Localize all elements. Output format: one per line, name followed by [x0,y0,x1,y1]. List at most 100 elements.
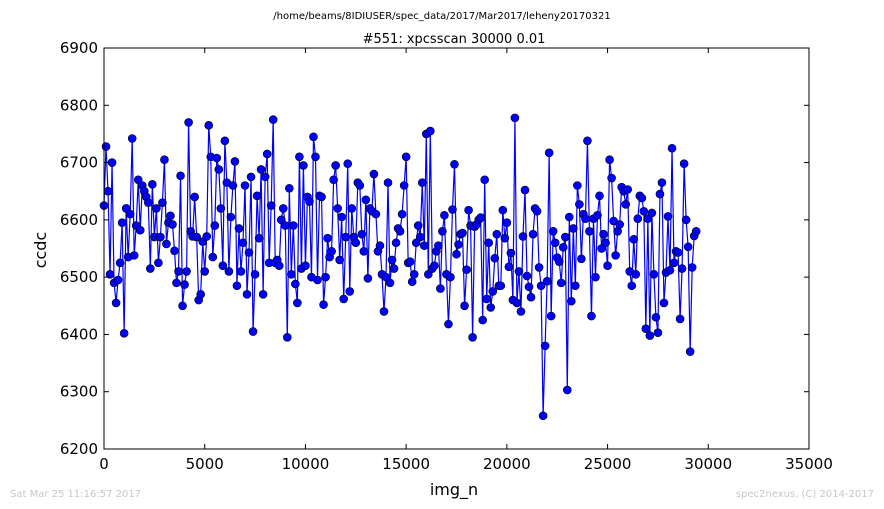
data-point [583,136,592,146]
data-point [361,195,371,205]
data-point [633,214,643,224]
data-point [258,290,268,299]
data-point [274,261,284,270]
data-point [335,255,344,265]
data-point [548,227,558,236]
data-point [413,221,423,230]
data-point [218,261,228,270]
data-point [641,324,651,334]
data-point [536,281,546,291]
data-point [605,155,614,165]
data-point [375,241,385,250]
data-point [518,232,528,241]
data-point [450,159,459,169]
data-point [220,136,230,146]
data-point [397,209,407,219]
x-axis-label: img_n [430,480,478,500]
plot-frame [103,47,810,450]
data-point [280,221,290,230]
data-point [234,224,244,233]
y-tick-label: 6200 [60,440,98,458]
data-point [287,269,296,279]
data-point [663,212,673,221]
data-point [125,209,135,219]
data-point [546,311,556,321]
data-point [262,149,272,159]
data-point [180,280,189,289]
data-point [468,332,477,342]
data-point [107,158,117,167]
data-point [683,242,693,252]
data-point [651,312,661,322]
data-point [266,201,276,210]
data-point [226,212,236,222]
series-layer [99,113,701,421]
data-point [339,294,349,304]
data-point [560,232,570,242]
data-point [419,241,429,250]
data-point [228,181,238,190]
data-point [252,191,262,201]
data-point [504,262,514,272]
data-point [516,307,526,316]
data-point [192,232,201,242]
data-point [569,224,578,233]
data-point [510,113,520,123]
data-point [210,221,220,230]
data-point [430,261,439,270]
data-point [500,233,510,243]
data-point [571,281,580,291]
data-point [554,257,564,266]
data-point [103,186,113,196]
data-point [329,175,338,185]
data-point [224,267,234,276]
data-point [105,269,115,279]
data-point [184,118,193,127]
data-point [512,298,522,308]
data-point [282,332,292,342]
data-point [285,184,294,193]
data-point [534,263,544,272]
data-point [603,261,612,270]
data-point [538,411,548,421]
data-point [657,178,667,187]
data-point [540,341,550,351]
data-point [446,272,455,282]
data-point [168,220,177,229]
data-point [631,269,641,279]
data-point [158,198,167,207]
data-point [355,181,365,190]
data-point [409,269,419,279]
data-point [575,200,584,209]
x-tick-label: 35000 [785,455,833,473]
x-tick-label: 10000 [282,455,330,473]
data-point [615,220,624,229]
y-axis-label: ccdc [31,232,50,269]
data-point [190,192,199,202]
data-point [383,178,393,187]
data-point [115,258,125,268]
data-point [240,181,250,190]
data-point [486,303,496,312]
data-point [295,152,304,162]
y-tick-label: 6600 [60,211,98,229]
data-point [309,132,318,142]
x-tick-label: 5000 [186,455,224,473]
data-point [212,153,222,163]
data-point [520,185,530,195]
data-point [611,251,620,260]
data-point [246,172,256,182]
data-point [528,229,538,239]
data-point [587,311,596,321]
data-point [558,243,568,252]
data-point [333,204,342,213]
data-point [448,205,457,214]
footer-timestamp: Sat Mar 25 11:16:57 2017 [10,489,141,500]
data-point [129,251,139,260]
data-point [379,307,389,316]
data-point [113,275,123,285]
data-point [331,161,340,170]
y-tick-label: 6800 [60,96,98,114]
data-point [345,287,355,296]
data-point [591,272,600,282]
